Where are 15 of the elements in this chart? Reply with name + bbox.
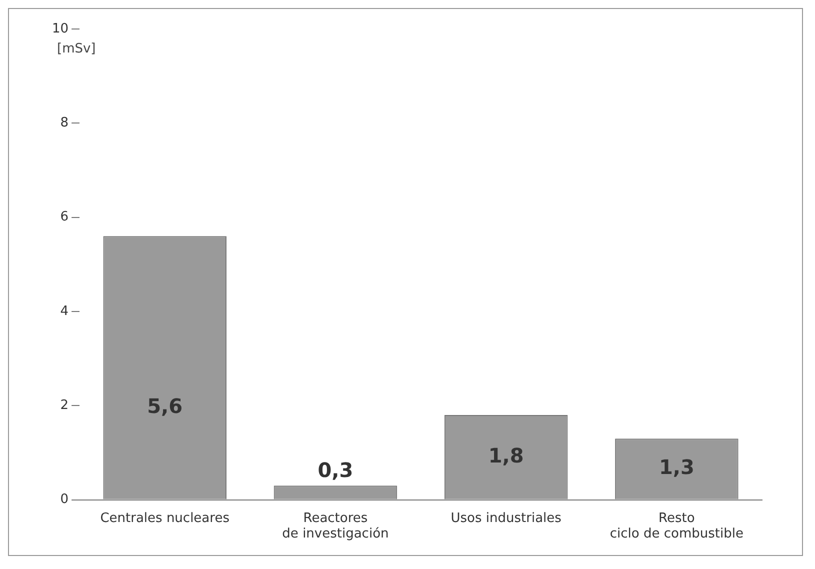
y-axis-title: [mSv] <box>57 41 96 56</box>
y-tick-label: 8 <box>60 116 69 131</box>
y-tick-label: 2 <box>60 398 69 414</box>
x-tick-label: Centrales nucleares <box>100 510 230 526</box>
data-label: 0,3 <box>318 458 354 482</box>
x-tick-label: Resto ciclo de combustible <box>610 510 744 542</box>
x-tick-label: Usos industriales <box>450 510 562 526</box>
y-tick-label: 6 <box>60 210 69 225</box>
y-tick-label: 10 <box>52 21 69 36</box>
x-tick-label: Reactores de investigación <box>282 510 389 542</box>
data-label: 5,6 <box>147 394 183 418</box>
y-tick-label: 0 <box>60 492 69 508</box>
y-tick-label: 4 <box>60 304 69 319</box>
data-label: 1,3 <box>658 455 694 480</box>
data-label: 1,8 <box>488 443 524 468</box>
